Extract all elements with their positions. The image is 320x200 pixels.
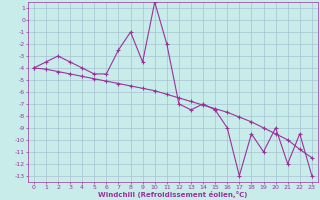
X-axis label: Windchill (Refroidissement éolien,°C): Windchill (Refroidissement éolien,°C) [98,191,248,198]
